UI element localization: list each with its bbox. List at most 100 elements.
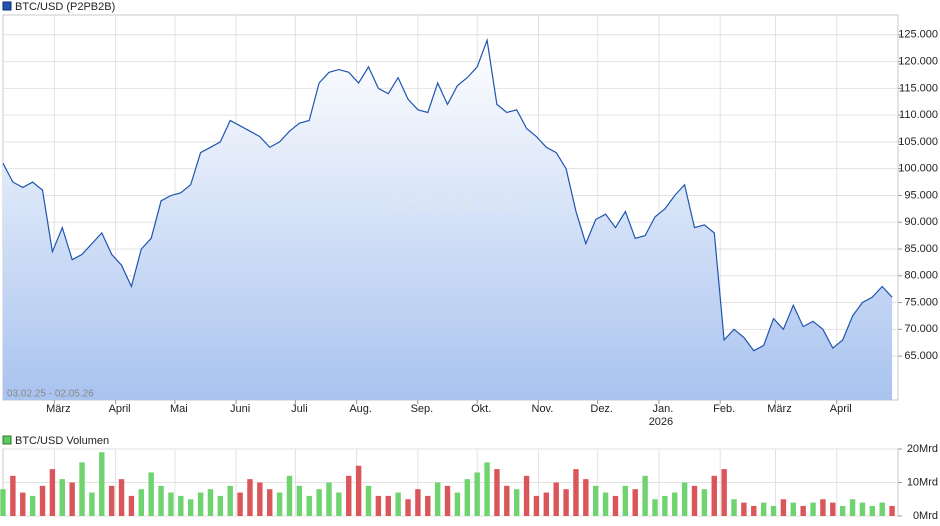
volume-bar <box>276 492 283 516</box>
y-tick-label: 65.000 <box>904 350 938 362</box>
legend-label: BTC/USD Volumen <box>15 435 109 447</box>
volume-bar <box>494 469 500 516</box>
x-tick-label: März <box>767 403 791 415</box>
volume-bar <box>642 475 648 516</box>
volume-bar <box>425 495 431 516</box>
volume-bar <box>889 505 895 516</box>
volume-bar <box>839 505 846 516</box>
volume-bar <box>464 479 470 516</box>
volume-bar <box>20 492 26 516</box>
volume-bar <box>820 499 826 516</box>
volume-bar <box>563 489 569 516</box>
volume-bar <box>662 495 668 516</box>
volume-bar <box>99 452 105 516</box>
volume-bar <box>187 499 194 516</box>
volume-bar <box>306 495 312 516</box>
volume-bar <box>672 492 678 516</box>
y-tick-label: 100.000 <box>898 163 938 175</box>
volume-bar <box>504 485 510 516</box>
volume-bar <box>553 482 559 516</box>
volume-bar <box>168 492 174 516</box>
legend-label: BTC/USD (P2PB2B) <box>15 1 115 13</box>
y-tick-label: 120.000 <box>898 55 938 67</box>
legend-swatch <box>2 1 12 11</box>
volume-bar <box>632 489 638 516</box>
volume-bar <box>79 462 85 516</box>
year-label: 2026 <box>649 416 673 428</box>
x-tick-label: April <box>830 403 852 415</box>
volume-bar <box>701 489 708 516</box>
volume-bar <box>395 492 401 516</box>
volume-bar <box>691 485 698 516</box>
volume-bar <box>760 502 767 516</box>
date-range: 03.02.25 - 02.05.26 <box>7 389 94 400</box>
x-tick-label: Nov. <box>532 403 554 415</box>
volume-bar <box>711 475 717 516</box>
y-tick-label: 105.000 <box>898 136 938 148</box>
x-tick-label: Sep. <box>411 403 434 415</box>
volume-bar <box>39 485 46 516</box>
volume-bar <box>257 482 263 516</box>
x-tick-label: Dez. <box>590 403 613 415</box>
price-line <box>2 37 893 352</box>
volume-bar <box>355 465 362 516</box>
y-tick-label: 20Mrd <box>907 443 938 455</box>
volume-bar <box>593 485 599 516</box>
volume-bar <box>118 479 125 516</box>
volume-bar <box>346 475 352 516</box>
volume-bar <box>602 492 609 516</box>
legend-swatch <box>2 435 12 445</box>
price-area <box>3 40 893 400</box>
volume-bar <box>267 489 273 516</box>
y-tick-label: 75.000 <box>904 296 938 308</box>
volume-bar <box>415 489 421 516</box>
volume-bar <box>138 489 145 516</box>
volume-bar <box>573 469 579 516</box>
volume-bar <box>197 492 204 516</box>
volume-bar <box>247 479 253 516</box>
y-tick-label: 115.000 <box>899 82 938 94</box>
volume-bar <box>29 495 36 516</box>
volume-bar <box>49 469 56 516</box>
volume-bar <box>385 495 391 516</box>
volume-bar <box>444 485 451 516</box>
y-tick-label: 80.000 <box>904 270 938 282</box>
volume-bar <box>533 495 540 516</box>
y-tick-label: 70.000 <box>904 323 938 335</box>
volume-bar <box>69 482 75 516</box>
y-tick-label: 95.000 <box>904 189 938 201</box>
volume-bar <box>296 485 303 516</box>
y-tick-label: 125.000 <box>898 29 938 41</box>
volume-bar <box>721 469 727 516</box>
volume-bar <box>849 499 856 516</box>
volume-bar <box>178 495 184 516</box>
volume-bar <box>731 499 737 516</box>
volume-bar <box>790 502 796 516</box>
volume-bar <box>474 472 480 516</box>
volume-bar <box>89 492 95 516</box>
volume-bar <box>830 502 836 516</box>
volume-bar <box>336 492 342 516</box>
volume-bar <box>869 505 876 516</box>
x-tick-label: Feb. <box>713 403 735 415</box>
volume-bar <box>365 485 372 516</box>
volume-bar <box>286 475 293 516</box>
volume-bar <box>158 485 164 516</box>
volume-bar <box>454 492 461 516</box>
volume-bar <box>612 495 619 516</box>
volume-bar <box>207 489 214 516</box>
volume-bar <box>108 485 115 516</box>
y-tick-label: 85.000 <box>904 243 938 255</box>
volume-bar <box>227 485 233 516</box>
volume-bar <box>770 505 777 516</box>
y-tick-label: 10Mrd <box>907 476 938 488</box>
volume-bar <box>484 462 490 516</box>
volume-bar <box>800 505 806 516</box>
volume-bar <box>326 482 332 516</box>
x-tick-label: Jan. <box>653 403 674 415</box>
volume-bar <box>583 479 589 516</box>
volume-bar <box>523 475 530 516</box>
volume-bar <box>810 502 816 516</box>
y-tick-label: 0Mrd <box>913 510 938 522</box>
